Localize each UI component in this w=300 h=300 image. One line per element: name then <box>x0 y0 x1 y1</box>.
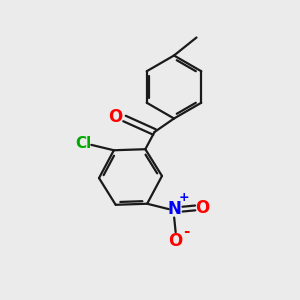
Text: N: N <box>167 200 181 218</box>
Text: -: - <box>183 224 189 238</box>
Text: Cl: Cl <box>75 136 91 151</box>
Text: O: O <box>108 108 122 126</box>
Text: O: O <box>169 232 183 250</box>
Text: +: + <box>178 191 189 204</box>
Text: O: O <box>195 199 209 217</box>
